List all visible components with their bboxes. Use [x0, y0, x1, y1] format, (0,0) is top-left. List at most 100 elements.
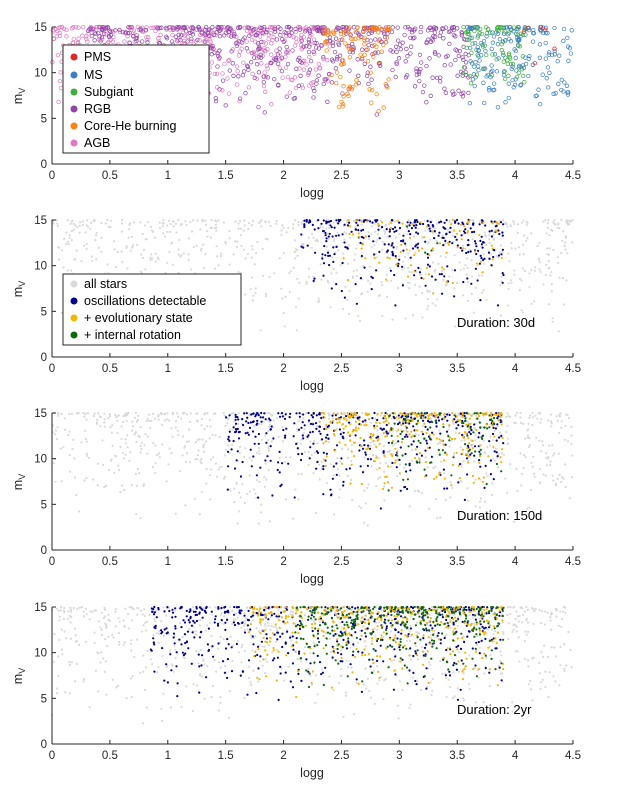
data-point	[129, 249, 132, 252]
data-point	[208, 606, 211, 609]
data-point	[356, 36, 361, 41]
data-point	[72, 228, 75, 231]
legend-label-subgiant: Subgiant	[84, 85, 134, 99]
data-point	[305, 218, 308, 222]
data-point	[144, 666, 147, 669]
data-point	[339, 62, 344, 67]
data-point	[504, 221, 507, 224]
data-point	[462, 436, 465, 439]
data-point	[310, 232, 314, 235]
data-point	[381, 240, 384, 243]
data-point	[167, 463, 170, 466]
data-point	[364, 645, 367, 648]
data-point	[428, 434, 431, 437]
data-point	[85, 440, 89, 443]
data-point	[257, 496, 260, 499]
data-point	[350, 444, 354, 447]
data-point	[445, 233, 448, 236]
data-point	[296, 277, 299, 280]
data-point	[76, 226, 79, 229]
data-point	[354, 226, 357, 229]
data-point	[565, 279, 568, 282]
data-point	[376, 628, 379, 631]
data-point	[176, 25, 181, 30]
data-point	[243, 649, 246, 653]
data-point	[510, 77, 515, 83]
data-point	[378, 422, 381, 425]
data-point	[519, 412, 522, 415]
data-point	[157, 415, 160, 418]
data-point	[118, 468, 121, 472]
data-point	[563, 463, 567, 466]
data-point	[396, 418, 399, 421]
data-point	[539, 261, 542, 264]
data-point	[142, 483, 146, 486]
data-point	[428, 227, 431, 230]
data-point	[379, 507, 382, 510]
data-point	[555, 415, 558, 418]
data-point	[466, 281, 469, 284]
data-point	[301, 34, 306, 40]
data-point	[251, 299, 254, 302]
data-point	[332, 31, 337, 36]
data-point	[524, 657, 527, 661]
data-point	[68, 236, 71, 239]
data-point	[284, 44, 289, 50]
data-point	[86, 412, 89, 415]
data-point	[321, 226, 324, 229]
data-point	[300, 233, 303, 236]
data-point	[473, 426, 476, 429]
data-point	[259, 623, 262, 627]
data-point	[266, 238, 269, 241]
data-point	[200, 247, 203, 250]
data-point	[122, 39, 127, 44]
data-point	[240, 244, 243, 247]
data-point	[571, 219, 574, 222]
data-point	[439, 516, 442, 519]
data-point	[401, 454, 404, 457]
data-point	[400, 40, 405, 45]
data-point	[462, 267, 465, 270]
data-point	[428, 254, 431, 257]
data-point	[364, 419, 367, 422]
data-point	[228, 229, 231, 233]
x-tick-label: 0.5	[102, 556, 118, 568]
data-point	[229, 605, 232, 609]
data-point	[345, 44, 350, 49]
data-point	[175, 231, 178, 234]
data-point	[307, 28, 312, 33]
data-point	[499, 284, 502, 287]
data-point	[467, 25, 472, 30]
data-point	[366, 413, 369, 416]
data-point	[195, 633, 198, 636]
data-point	[226, 422, 229, 425]
data-point	[388, 414, 391, 417]
data-point	[142, 624, 145, 627]
data-point	[119, 491, 122, 494]
data-point	[415, 422, 418, 426]
data-point	[107, 417, 110, 420]
data-point	[203, 412, 207, 415]
data-point	[97, 34, 102, 39]
data-point	[343, 238, 346, 241]
data-point	[133, 655, 136, 659]
data-point	[182, 252, 185, 255]
data-point	[536, 244, 539, 248]
data-point	[228, 414, 231, 417]
data-point	[140, 39, 145, 44]
data-point	[64, 34, 69, 39]
data-point	[462, 65, 467, 70]
data-point	[326, 72, 332, 77]
data-point	[357, 229, 360, 232]
data-point	[220, 71, 225, 76]
data-point	[275, 52, 281, 57]
data-point	[352, 219, 355, 222]
data-point	[429, 238, 432, 241]
data-point	[467, 452, 470, 455]
data-point	[466, 412, 469, 415]
data-point	[346, 298, 349, 301]
data-point	[401, 414, 404, 418]
data-point	[200, 490, 203, 493]
legend-label-evolutionary-state: + evolutionary state	[84, 311, 193, 325]
data-point	[166, 261, 169, 264]
